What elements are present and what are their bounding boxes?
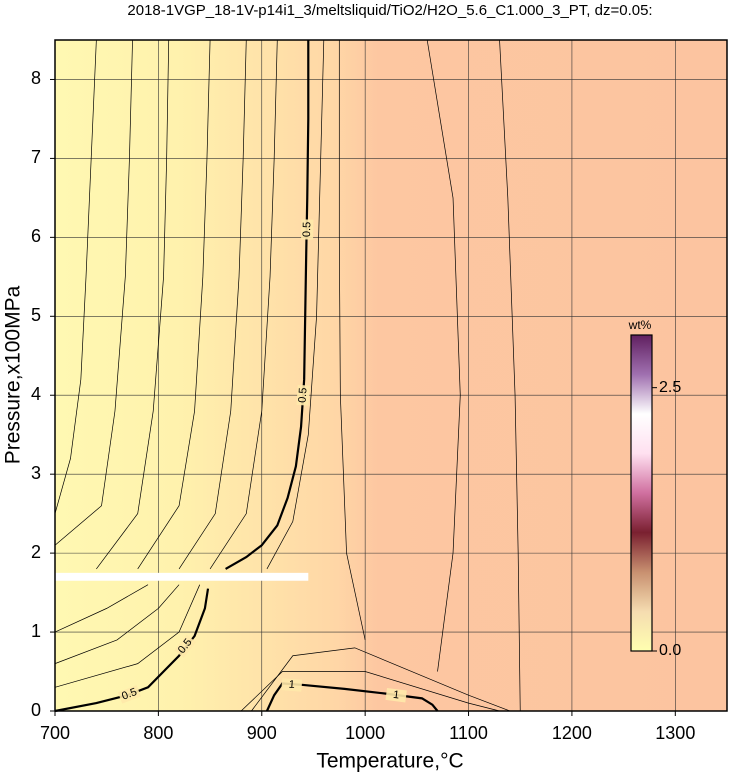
x-axis-label: Temperature,°C: [316, 750, 463, 773]
y-tick-label: 6: [31, 226, 41, 246]
contour-label: 0.5: [301, 222, 313, 238]
contour-line: [96, 39, 170, 570]
contour-line: [54, 584, 201, 688]
contour-label: 1: [288, 679, 295, 691]
contour-line: [54, 584, 149, 633]
contour-label-bg: [385, 687, 407, 703]
contour-label-bg: [174, 634, 197, 658]
contour-label-bg: [281, 678, 303, 692]
contour-line: [54, 39, 133, 546]
y-tick-label: 0: [31, 700, 41, 720]
contour-line: [338, 40, 366, 641]
y-tick-label: 8: [31, 68, 41, 88]
x-tick-label: 1300: [655, 723, 695, 743]
x-tick-label: 1100: [449, 723, 488, 743]
colorbar-tick-label: 0.0: [659, 642, 681, 659]
y-tick-label: 1: [31, 621, 41, 641]
colorbar: [630, 334, 653, 652]
y-tick-label: 3: [31, 463, 41, 483]
contour-label-group: 1: [281, 678, 303, 692]
contour-line: [426, 39, 461, 672]
contour-line: [54, 584, 180, 664]
x-tick-label: 800: [143, 723, 173, 743]
contour-line: [137, 39, 211, 570]
y-tick-label: 4: [31, 384, 41, 404]
y-axis-label: Pressure,x100MPa: [2, 285, 25, 464]
contour-line: [178, 39, 247, 570]
contour-line: [54, 39, 97, 514]
plot-frame: [54, 39, 728, 712]
contour-line: [266, 39, 325, 570]
x-tick-label: 700: [40, 723, 70, 743]
contour-line-labeled: [225, 40, 310, 570]
x-tick-label: 900: [247, 723, 277, 743]
contour-label: 0.5: [297, 387, 310, 403]
contour-line-labeled: [54, 588, 210, 713]
contour-line: [209, 39, 278, 570]
colorbar-label: wt%: [628, 318, 652, 332]
y-tick-label: 2: [31, 542, 41, 562]
contour-label-group: 0.5: [301, 219, 314, 240]
y-tick-label: 5: [31, 305, 41, 325]
y-tick-label: 7: [31, 147, 41, 167]
colorbar-tick-label: 2.5: [659, 379, 681, 396]
contour-label-bg: [301, 219, 314, 240]
contour-line: [499, 39, 521, 712]
contour-label-group: 0.5: [296, 384, 310, 406]
contour-label: 1: [392, 689, 400, 702]
data-gap: [55, 572, 309, 581]
x-tick-label: 1000: [345, 723, 385, 743]
contour-line: [240, 671, 500, 712]
contour-line: [251, 647, 511, 712]
contour-label-bg: [117, 685, 141, 704]
chart-title: 2018-1VGP_18-1V-p14i1_3/meltsliquid/TiO2…: [127, 2, 652, 19]
contour-line-labeled: [265, 682, 439, 712]
contour-label-group: 0.5: [117, 685, 141, 704]
contour-label: 0.5: [120, 686, 139, 703]
contour-label-bg: [296, 384, 310, 406]
x-tick-label: 1200: [552, 723, 592, 743]
contour-label-group: 1: [385, 687, 407, 703]
